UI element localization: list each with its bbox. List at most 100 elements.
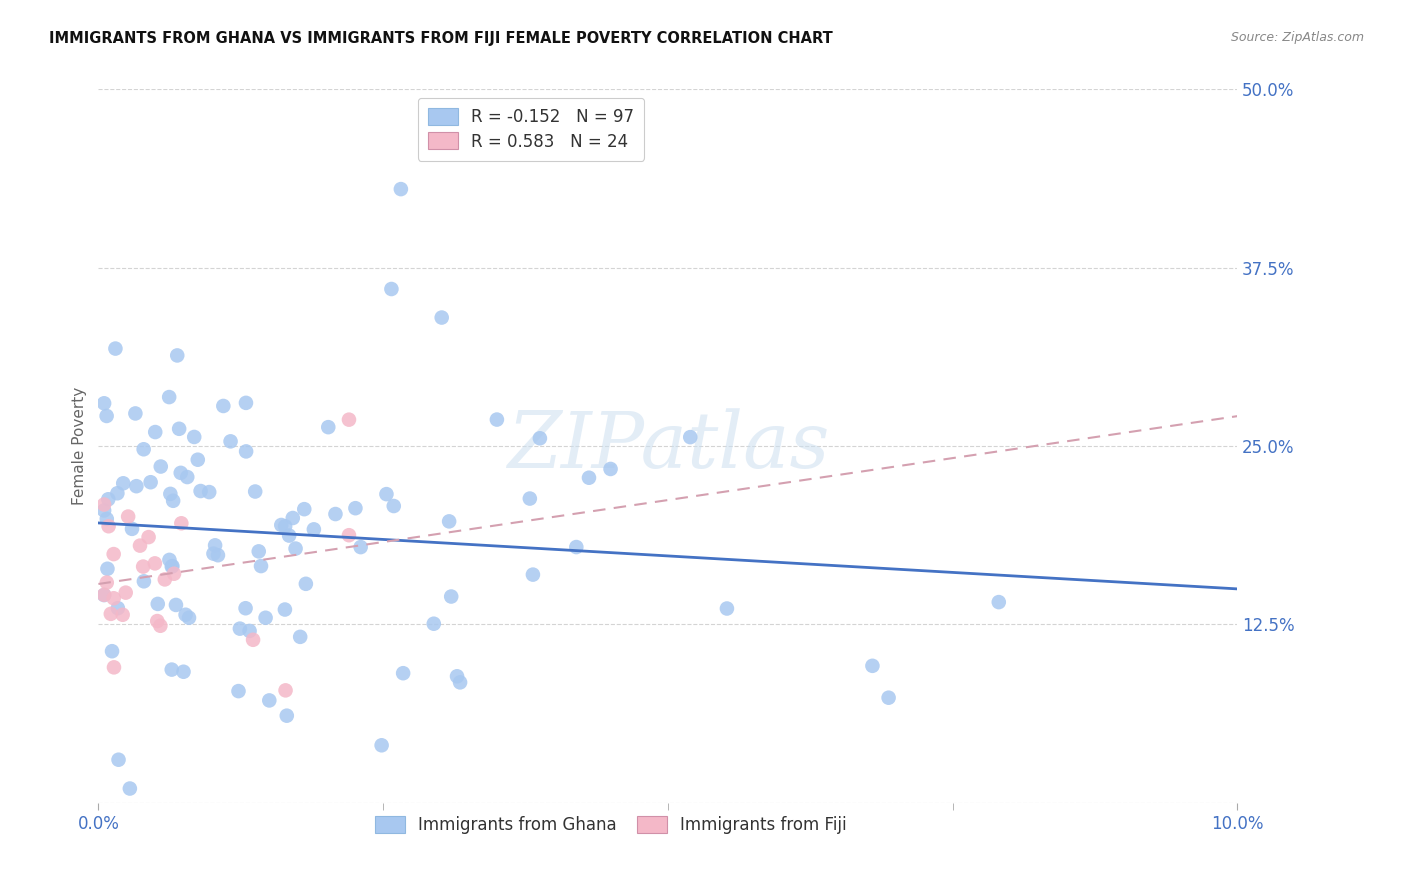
- Point: [198, 485, 221, 500]
- Point: [337, 528, 360, 542]
- Point: [159, 553, 181, 567]
- Point: [117, 509, 139, 524]
- Point: [118, 781, 141, 796]
- Point: [316, 420, 339, 434]
- Text: IMMIGRANTS FROM GHANA VS IMMIGRANTS FROM FIJI FEMALE POVERTY CORRELATION CHART: IMMIGRANTS FROM GHANA VS IMMIGRANTS FROM…: [49, 31, 832, 46]
- Point: [132, 442, 155, 457]
- Point: [350, 540, 373, 554]
- Point: [987, 595, 1010, 609]
- Point: [485, 412, 508, 426]
- Point: [97, 519, 120, 533]
- Point: [235, 444, 257, 458]
- Point: [143, 425, 166, 439]
- Point: [228, 684, 250, 698]
- Point: [281, 511, 304, 525]
- Point: [380, 282, 402, 296]
- Point: [389, 182, 412, 196]
- Point: [107, 601, 129, 615]
- Point: [163, 566, 186, 581]
- Point: [121, 522, 143, 536]
- Point: [166, 348, 188, 362]
- Point: [250, 559, 273, 574]
- Point: [207, 548, 229, 562]
- Point: [104, 342, 127, 356]
- Point: [111, 607, 134, 622]
- Point: [302, 522, 325, 536]
- Point: [862, 658, 884, 673]
- Point: [212, 399, 235, 413]
- Point: [132, 559, 155, 574]
- Point: [370, 739, 392, 753]
- Point: [337, 412, 360, 426]
- Point: [270, 518, 292, 533]
- Point: [124, 406, 146, 420]
- Point: [229, 622, 252, 636]
- Point: [449, 675, 471, 690]
- Point: [159, 487, 181, 501]
- Point: [344, 501, 367, 516]
- Point: [112, 476, 135, 491]
- Point: [149, 619, 172, 633]
- Point: [176, 470, 198, 484]
- Point: [170, 466, 193, 480]
- Point: [187, 452, 209, 467]
- Point: [239, 624, 262, 638]
- Point: [97, 492, 120, 507]
- Point: [177, 611, 200, 625]
- Point: [382, 499, 405, 513]
- Point: [93, 588, 115, 602]
- Point: [565, 540, 588, 554]
- Point: [877, 690, 900, 705]
- Point: [274, 602, 297, 616]
- Point: [274, 683, 297, 698]
- Point: [129, 539, 152, 553]
- Point: [103, 591, 125, 606]
- Point: [103, 660, 125, 674]
- Point: [125, 479, 148, 493]
- Point: [146, 597, 169, 611]
- Point: [290, 630, 312, 644]
- Point: [160, 559, 183, 574]
- Point: [325, 507, 347, 521]
- Point: [93, 503, 115, 517]
- Point: [423, 616, 446, 631]
- Point: [446, 669, 468, 683]
- Point: [599, 462, 621, 476]
- Point: [247, 544, 270, 558]
- Point: [276, 708, 298, 723]
- Point: [103, 547, 125, 561]
- Point: [440, 590, 463, 604]
- Point: [105, 486, 128, 500]
- Y-axis label: Female Poverty: Female Poverty: [72, 387, 87, 505]
- Point: [96, 562, 118, 576]
- Text: Source: ZipAtlas.com: Source: ZipAtlas.com: [1230, 31, 1364, 45]
- Point: [162, 493, 184, 508]
- Point: [160, 663, 183, 677]
- Point: [183, 430, 205, 444]
- Point: [96, 409, 118, 423]
- Point: [96, 512, 118, 526]
- Point: [204, 538, 226, 552]
- Point: [146, 614, 169, 628]
- Point: [242, 632, 264, 647]
- Point: [174, 607, 197, 622]
- Point: [162, 559, 184, 574]
- Point: [153, 573, 176, 587]
- Point: [93, 498, 115, 512]
- Point: [235, 396, 257, 410]
- Point: [522, 567, 544, 582]
- Point: [392, 666, 415, 681]
- Point: [295, 577, 318, 591]
- Point: [716, 601, 738, 615]
- Point: [101, 644, 124, 658]
- Point: [235, 601, 257, 615]
- Point: [519, 491, 541, 506]
- Point: [274, 519, 297, 533]
- Point: [93, 588, 115, 602]
- Point: [375, 487, 398, 501]
- Point: [96, 575, 118, 590]
- Point: [100, 607, 122, 621]
- Point: [165, 598, 187, 612]
- Point: [679, 430, 702, 444]
- Point: [578, 471, 600, 485]
